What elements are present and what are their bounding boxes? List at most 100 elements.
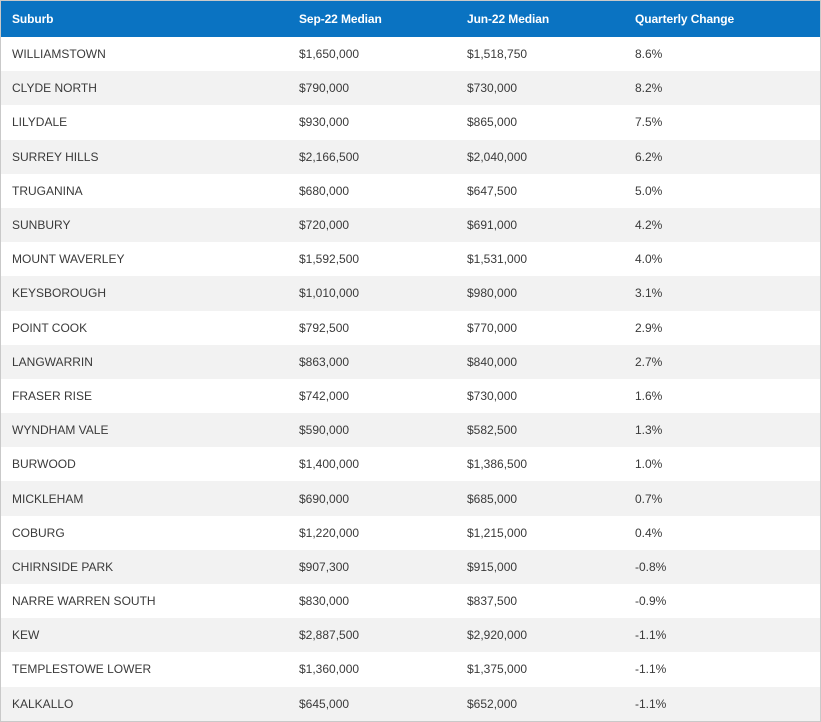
table-row: WYNDHAM VALE $590,000 $582,500 1.3% (1, 413, 820, 448)
cell-suburb: TRUGANINA (12, 183, 83, 198)
cell-jun-median: $865,000 (467, 115, 518, 130)
cell-suburb: KALKALLO (12, 696, 74, 711)
cell-quarterly-change: 8.2% (635, 81, 663, 96)
cell-jun-median: $1,531,000 (467, 252, 528, 267)
table-row: FRASER RISE $742,000 $730,000 1.6% (1, 378, 820, 414)
cell-jun-median: $730,000 (467, 81, 518, 96)
cell-sep-median: $863,000 (299, 354, 350, 369)
table-row: SURREY HILLS $2,166,500 $2,040,000 6.2% (1, 139, 820, 174)
cell-jun-median: $980,000 (467, 286, 518, 301)
cell-sep-median: $2,166,500 (299, 149, 360, 164)
table-row: NARRE WARREN SOUTH $830,000 $837,500 -0.9% (1, 584, 820, 619)
cell-suburb: FRASER RISE (12, 388, 93, 403)
cell-sep-median: $742,000 (299, 388, 350, 403)
cell-quarterly-change: -0.8% (635, 559, 667, 574)
cell-quarterly-change: -1.1% (635, 696, 667, 711)
cell-quarterly-change: 3.1% (635, 286, 663, 301)
cell-jun-median: $1,215,000 (467, 525, 528, 540)
table-row: POINT COOK $792,500 $770,000 2.9% (1, 310, 820, 345)
cell-sep-median: $1,650,000 (299, 47, 360, 62)
cell-quarterly-change: 5.0% (635, 183, 663, 198)
cell-quarterly-change: 4.0% (635, 252, 663, 267)
cell-suburb: TEMPLESTOWE LOWER (12, 662, 152, 677)
table-body: WILLIAMSTOWN $1,650,000 $1,518,750 8.6% CLYD… (1, 37, 820, 721)
cell-sep-median: $680,000 (299, 183, 350, 198)
cell-jun-median: $1,375,000 (467, 662, 528, 677)
cell-sep-median: $930,000 (299, 115, 350, 130)
table-row: WILLIAMSTOWN $1,650,000 $1,518,750 8.6% (1, 37, 820, 72)
cell-sep-median: $590,000 (299, 423, 350, 438)
cell-suburb: CLYDE NORTH (12, 81, 97, 96)
cell-quarterly-change: 8.6% (635, 47, 663, 62)
table-row: MICKLEHAM $690,000 $685,000 0.7% (1, 481, 820, 516)
header-quarterly-change: Quarterly Change (635, 12, 735, 26)
cell-jun-median: $685,000 (467, 491, 518, 506)
table-row: SUNBURY $720,000 $691,000 4.2% (1, 207, 820, 243)
cell-quarterly-change: 2.7% (635, 354, 663, 369)
cell-suburb: COBURG (12, 525, 65, 540)
cell-suburb: SURREY HILLS (12, 149, 99, 164)
table-row: MOUNT WAVERLEY $1,592,500 $1,531,000 4.0% (1, 242, 820, 277)
cell-quarterly-change: 6.2% (635, 149, 663, 164)
cell-quarterly-change: 2.9% (635, 320, 663, 335)
cell-jun-median: $582,500 (467, 423, 518, 438)
table-row: KEW $2,887,500 $2,920,000 -1.1% (1, 618, 820, 653)
cell-quarterly-change: -1.1% (635, 628, 667, 643)
table-header: Suburb Sep-22 Median Jun-22 Median Quart… (1, 1, 820, 37)
cell-quarterly-change: 1.0% (635, 457, 663, 472)
cell-jun-median: $2,040,000 (467, 149, 528, 164)
cell-jun-median: $1,518,750 (467, 47, 528, 62)
cell-quarterly-change: -1.1% (635, 662, 667, 677)
table-row: KALKALLO $645,000 $652,000 -1.1% (1, 686, 820, 721)
cell-suburb: POINT COOK (12, 320, 88, 335)
table-row: TRUGANINA $680,000 $647,500 5.0% (1, 173, 820, 208)
table-row: LANGWARRIN $863,000 $840,000 2.7% (1, 344, 820, 379)
cell-sep-median: $1,010,000 (299, 286, 360, 301)
cell-sep-median: $907,300 (299, 559, 350, 574)
cell-suburb: NARRE WARREN SOUTH (12, 594, 156, 609)
table-row: CHIRNSIDE PARK $907,300 $915,000 -0.8% (1, 549, 820, 584)
cell-sep-median: $1,592,500 (299, 252, 360, 267)
header-row: Suburb Sep-22 Median Jun-22 Median Quart… (1, 1, 820, 37)
cell-suburb: KEYSBOROUGH (12, 286, 107, 301)
cell-jun-median: $647,500 (467, 183, 518, 198)
cell-suburb: MOUNT WAVERLEY (12, 252, 125, 267)
cell-sep-median: $690,000 (299, 491, 350, 506)
header-jun-median: Jun-22 Median (467, 12, 550, 26)
cell-sep-median: $720,000 (299, 218, 350, 233)
cell-jun-median: $915,000 (467, 559, 518, 574)
table-row: TEMPLESTOWE LOWER $1,360,000 $1,375,000 -1.… (1, 652, 820, 687)
cell-quarterly-change: 1.3% (635, 423, 663, 438)
cell-quarterly-change: 1.6% (635, 388, 663, 403)
table-row: COBURG $1,220,000 $1,215,000 0.4% (1, 515, 820, 550)
cell-sep-median: $792,500 (299, 320, 350, 335)
cell-suburb: CHIRNSIDE PARK (12, 559, 114, 574)
cell-quarterly-change: 0.7% (635, 491, 663, 506)
cell-quarterly-change: 0.4% (635, 525, 663, 540)
cell-sep-median: $830,000 (299, 594, 350, 609)
cell-suburb: LILYDALE (12, 115, 68, 130)
cell-jun-median: $2,920,000 (467, 628, 528, 643)
cell-suburb: WYNDHAM VALE (12, 423, 109, 438)
table-row: BURWOOD $1,400,000 $1,386,500 1.0% (1, 447, 820, 482)
cell-sep-median: $1,400,000 (299, 457, 360, 472)
cell-jun-median: $691,000 (467, 218, 518, 233)
cell-sep-median: $1,220,000 (299, 525, 360, 540)
header-sep-median: Sep-22 Median (299, 12, 382, 26)
cell-suburb: SUNBURY (12, 218, 71, 233)
table-row: CLYDE NORTH $790,000 $730,000 8.2% (1, 71, 820, 106)
cell-jun-median: $770,000 (467, 320, 518, 335)
header-suburb: Suburb (12, 12, 54, 26)
table-row: LILYDALE $930,000 $865,000 7.5% (1, 105, 820, 140)
cell-jun-median: $837,500 (467, 594, 518, 609)
cell-suburb: LANGWARRIN (12, 354, 93, 369)
cell-jun-median: $730,000 (467, 388, 518, 403)
cell-suburb: KEW (12, 628, 40, 643)
cell-suburb: WILLIAMSTOWN (12, 47, 106, 62)
cell-jun-median: $652,000 (467, 696, 518, 711)
cell-quarterly-change: 7.5% (635, 115, 663, 130)
cell-sep-median: $1,360,000 (299, 662, 360, 677)
cell-suburb: MICKLEHAM (12, 491, 84, 506)
